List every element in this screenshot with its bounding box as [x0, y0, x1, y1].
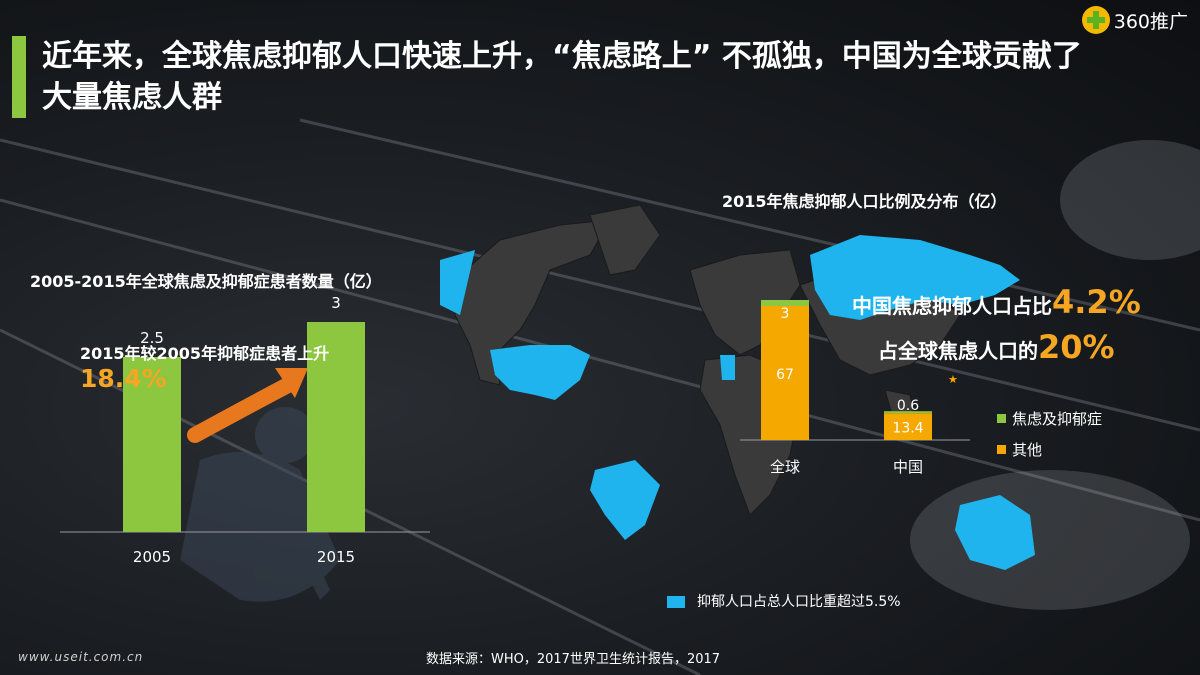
trend-arrow-head [275, 368, 308, 398]
right-chart-title: 2015年焦虑抑郁人口比例及分布（亿） [722, 192, 1007, 211]
x-tick-label: 2015 [317, 548, 355, 566]
data-source: 数据来源：WHO，2017世界卫生统计报告，2017 [426, 652, 721, 667]
legend-item-other: 其他 [997, 439, 1042, 460]
highlighted-regions [440, 235, 1035, 570]
bar-2015 [307, 322, 365, 532]
watermark: www.useit.com.cn [18, 650, 144, 664]
global-share-pct: 20% [1038, 328, 1115, 366]
left-bar-chart: 2.5 2005 3 2015 [60, 294, 430, 566]
bar-value-label: 2.5 [140, 329, 164, 347]
segment-value-label: 67 [776, 367, 794, 383]
bar-segment-anxiety [884, 411, 932, 414]
left-chart-title: 2005-2015年全球焦虑及抑郁症患者数量（亿） [30, 272, 382, 291]
segment-value-label: 3 [781, 306, 790, 322]
legend-label: 其他 [1012, 441, 1043, 459]
bar-segment-other [761, 306, 809, 440]
segment-value-label: 0.6 [897, 398, 919, 414]
map-legend-swatch [667, 596, 685, 608]
china-share-text: 中国焦虑抑郁人口占比 [852, 294, 1052, 318]
bar-segment-anxiety [761, 300, 809, 306]
x-tick-label: 2005 [133, 548, 171, 566]
bar-value-label: 3 [331, 294, 341, 312]
global-share-text: 占全球焦虑人口的 [878, 339, 1038, 363]
china-share-label: 中国焦虑抑郁人口占比4.2% [852, 283, 1141, 321]
bar-2005 [123, 357, 181, 532]
legend-swatch-orange [997, 445, 1006, 454]
growth-annotation: 2015年较2005年抑郁症患者上升 [80, 344, 330, 363]
world-map: ★ [440, 204, 1035, 570]
map-legend-label: 抑郁人口占总人口比重超过5.5% [697, 594, 901, 610]
legend-item-anxiety: 焦虑及抑郁症 [997, 408, 1102, 429]
growth-percent: 18.4% [80, 364, 167, 393]
right-stacked-chart: 67 3 全球 13.4 0.6 中国 [740, 300, 970, 476]
map-legend: 抑郁人口占总人口比重超过5.5% [667, 591, 901, 611]
china-capital-star-icon: ★ [948, 373, 958, 386]
legend-label: 焦虑及抑郁症 [1012, 410, 1103, 428]
x-tick-label: 全球 [770, 458, 800, 476]
logo-text: 360推广 [1113, 10, 1188, 33]
segment-value-label: 13.4 [892, 421, 923, 437]
global-share-label: 占全球焦虑人口的20% [878, 328, 1115, 366]
x-tick-label: 中国 [893, 458, 923, 476]
plus-logo-icon [1081, 6, 1110, 34]
trend-arrow-shaft [187, 377, 296, 443]
legend-swatch-green [997, 414, 1006, 423]
bar-segment-other [884, 413, 932, 440]
page-title: 近年来，全球焦虑抑郁人口快速上升，“焦虑路上” 不孤独，中国为全球贡献了大量焦虑… [42, 39, 1082, 115]
title-accent-bar [12, 36, 26, 118]
person-silhouette [180, 407, 340, 602]
brand-logo: 360推广 [1081, 6, 1188, 34]
china-share-pct: 4.2% [1052, 283, 1141, 321]
